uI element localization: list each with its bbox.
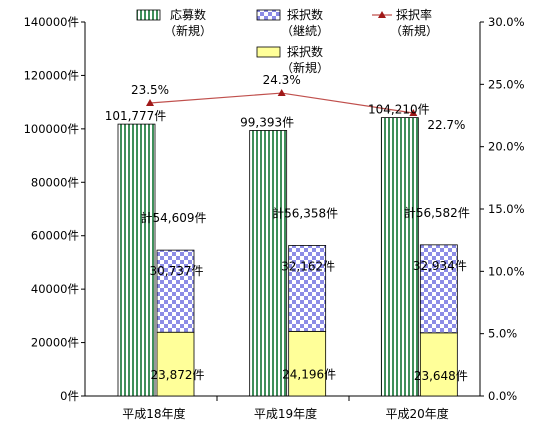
bar-applications bbox=[249, 130, 288, 397]
legend-label-applications-1: 応募数 bbox=[170, 7, 206, 22]
left-axis-ticks: 0件 20000件 40000件 60000件 80000件 100000件 120000件… bbox=[24, 15, 85, 403]
rate-marker bbox=[409, 109, 418, 117]
right-tick-label: 10.0% bbox=[488, 264, 525, 278]
legend-swatch-applications bbox=[136, 9, 161, 21]
right-tick-label: 20.0% bbox=[488, 140, 525, 154]
legend-swatch-new-adopted bbox=[256, 46, 281, 58]
legend-label-continued-2: （継続） bbox=[281, 23, 329, 38]
legend-label-rate-1: 採択率 bbox=[396, 7, 432, 22]
right-tick-label: 5.0% bbox=[488, 327, 517, 341]
x-tick-label: 平成18年度 bbox=[122, 406, 185, 421]
label-rate: 24.3% bbox=[263, 73, 301, 87]
legend-label-new-adopted-1: 採択数 bbox=[287, 44, 323, 59]
left-tick-label: 0件 bbox=[60, 389, 79, 403]
left-tick-label: 140000件 bbox=[24, 15, 79, 29]
left-tick-label: 120000件 bbox=[24, 68, 79, 82]
label-rate: 22.7% bbox=[427, 118, 465, 132]
label-applications: 99,393件 bbox=[240, 115, 294, 129]
label-adopted-new: 23,648件 bbox=[414, 369, 468, 383]
right-tick-label: 0.0% bbox=[488, 389, 517, 403]
bar-adopted-new bbox=[419, 332, 458, 397]
legend-marker-rate-icon bbox=[378, 11, 386, 18]
label-adopted-new: 23,872件 bbox=[151, 368, 205, 382]
right-tick-label: 25.0% bbox=[488, 77, 525, 91]
bar-applications bbox=[117, 123, 156, 397]
bar-adopted-new bbox=[288, 330, 327, 397]
bars bbox=[117, 117, 458, 397]
bar-adopted-new bbox=[156, 331, 195, 397]
label-applications: 101,777件 bbox=[105, 109, 167, 123]
legend-label-new-adopted-2: （新規） bbox=[281, 60, 329, 75]
label-applications: 104,210件 bbox=[368, 103, 430, 117]
label-total: 計56,582件 bbox=[404, 205, 470, 220]
left-tick-label: 60000件 bbox=[31, 229, 79, 243]
label-adopted-continued: 32,934件 bbox=[413, 259, 467, 273]
label-adopted-continued: 30,737件 bbox=[150, 264, 204, 278]
bar-adopted-continued bbox=[419, 244, 458, 334]
left-tick-label: 80000件 bbox=[31, 175, 79, 189]
bar-applications bbox=[380, 117, 419, 397]
label-total: 計54,609件 bbox=[141, 210, 207, 225]
x-tick-label: 平成19年度 bbox=[254, 406, 317, 421]
bar-adopted-continued bbox=[288, 245, 327, 332]
bar-adopted-continued bbox=[156, 249, 195, 333]
legend-label-rate-2: （新規） bbox=[390, 23, 438, 38]
right-axis-ticks: 0.0% 5.0% 10.0% 15.0% 20.0% 25.0% 30.0% bbox=[480, 15, 525, 403]
label-rate: 23.5% bbox=[131, 83, 169, 97]
right-tick-label: 15.0% bbox=[488, 202, 525, 216]
label-adopted-new: 24,196件 bbox=[282, 367, 336, 381]
rate-marker bbox=[277, 89, 286, 97]
x-axis-ticks: 平成18年度 平成19年度 平成20年度 bbox=[122, 406, 449, 421]
rate-line bbox=[146, 89, 418, 117]
legend-swatch-continued bbox=[256, 9, 281, 21]
label-total: 計56,358件 bbox=[272, 205, 338, 220]
x-tick-label: 平成20年度 bbox=[386, 406, 449, 421]
legend: 応募数 （新規） 採択数 （継続） 採択数 （新規） 採択率 （新規） bbox=[136, 7, 438, 75]
right-tick-label: 30.0% bbox=[488, 15, 525, 29]
label-adopted-continued: 32,162件 bbox=[281, 259, 335, 273]
left-tick-label: 40000件 bbox=[31, 282, 79, 296]
legend-label-continued-1: 採択数 bbox=[287, 7, 323, 22]
rate-marker bbox=[146, 99, 154, 107]
left-tick-label: 100000件 bbox=[24, 122, 79, 136]
left-tick-label: 20000件 bbox=[31, 336, 79, 350]
legend-label-applications-2: （新規） bbox=[164, 23, 212, 38]
